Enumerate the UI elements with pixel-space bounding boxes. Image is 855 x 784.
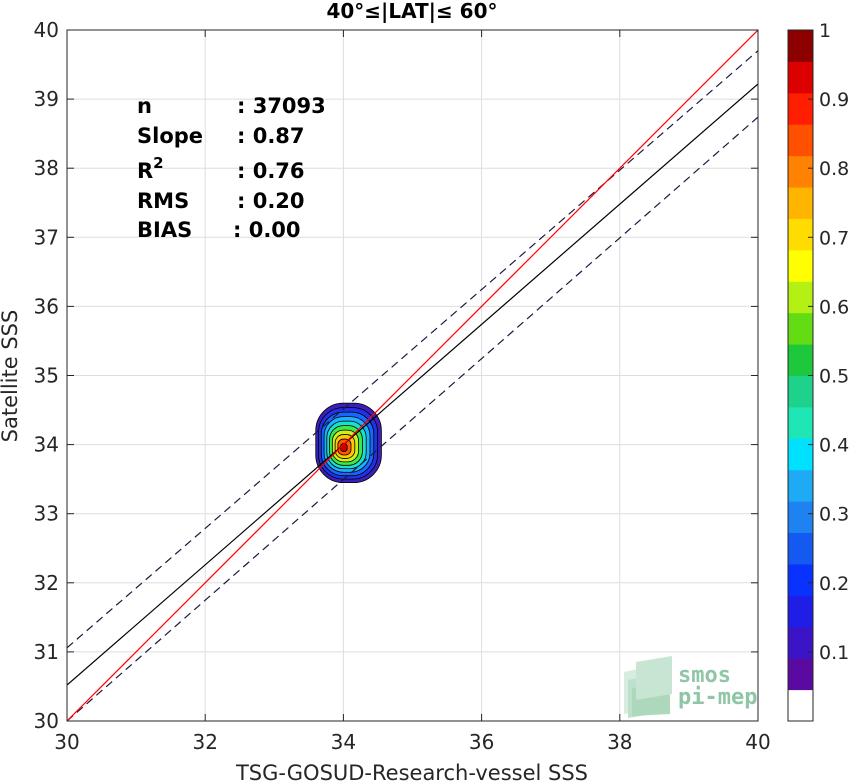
colorbar-segment [788,312,813,345]
colorbar-tick-label: 0.7 [819,227,849,249]
colorbar-segment [788,218,813,251]
y-tick-label: 37 [34,225,59,249]
x-tick-label: 38 [607,730,632,754]
colorbar-segment [788,375,813,408]
colorbar-segment [788,61,813,94]
x-tick-label: 36 [469,730,494,754]
colorbar-segment [788,563,813,596]
y-tick-label: 35 [34,364,59,388]
y-tick-label: 34 [34,433,59,457]
y-tick-label: 33 [34,502,59,526]
stat-rms-value: : 0.20 [237,189,305,213]
colorbar-segment [788,30,813,62]
stat-slope-value: : 0.87 [237,124,305,148]
colorbar-segment [788,469,813,502]
colorbar-segment [788,249,813,282]
y-axis-label: Satellite SSS [0,310,22,443]
colorbar-tick-label: 0.9 [819,89,849,111]
colorbar-segment [788,532,813,565]
stat-r2-label: R2 [137,154,164,183]
colorbar-segment [788,281,813,314]
colorbar-segment [788,187,813,219]
colorbar-tick-label: 0.2 [819,573,849,595]
lower-bound-line [67,116,758,721]
stat-n-value: : 37093 [237,94,326,118]
y-tick-label: 32 [34,571,59,595]
y-tick-label: 30 [34,709,59,733]
y-axis-ticks: 30 31 32 33 34 35 36 37 38 39 40 [34,18,758,733]
upper-bound-line [67,50,758,649]
regression-lines [67,30,758,721]
x-tick-label: 40 [745,730,770,754]
y-tick-label: 36 [34,294,59,318]
stat-n-label: n [137,94,152,118]
y-tick-label: 39 [34,87,59,111]
y-tick-label: 38 [34,156,59,180]
regression-fit-line [67,83,758,686]
colorbar-segment [788,344,813,376]
colorbar-segment [788,155,813,188]
x-axis-label: TSG-GOSUD-Research-vessel SSS [235,761,588,784]
x-tick-label: 30 [54,730,79,754]
colorbar-tick-label: 1 [819,20,831,42]
x-tick-label: 34 [331,730,356,754]
colorbar-tick-label: 0.4 [819,435,849,457]
chart-title: 40°≤|LAT|≤ 60° [326,0,497,23]
statistics-box: n : 37093 Slope : 0.87 R2 : 0.76 RMS : 0… [137,94,326,242]
gridlines [66,29,759,722]
stat-bias-label: BIAS [137,218,192,242]
smos-pimep-logo: smos pi-mep [624,656,757,718]
x-tick-label: 32 [192,730,217,754]
colorbar-tick-label: 0.3 [819,504,849,526]
colorbar-segment [788,92,813,125]
identity-line [67,30,758,721]
colorbar-tick-label: 0.1 [819,642,849,664]
colorbar-segment [788,626,813,659]
stat-bias-value: : 0.00 [233,218,301,242]
colorbar-segment [788,595,813,628]
colorbar-segment [788,658,813,691]
stat-r2-value: : 0.76 [237,159,305,183]
logo-text-line2: pi-mep [678,685,757,710]
colorbar-segment [788,438,813,471]
colorbar-segment [788,124,813,157]
colorbar-segment [788,501,813,534]
density-contours [315,402,382,484]
colorbar-tick-label: 0.8 [819,158,849,180]
colorbar-tick-label: 0.5 [819,366,849,388]
x-axis-ticks: 30 32 34 36 38 40 [54,30,771,754]
colorbar-segment [788,406,813,439]
logo-text-line1: smos [678,663,731,688]
colorbar: 0.1 0.2 0.3 0.4 0.5 0.6 0.7 0.8 0.9 1 [787,20,849,722]
y-tick-label: 31 [34,640,59,664]
stat-slope-label: Slope [137,124,203,148]
colorbar-segment [788,689,813,722]
stat-rms-label: RMS [137,189,189,213]
y-tick-label: 40 [34,18,59,42]
colorbar-tick-label: 0.6 [819,296,849,318]
